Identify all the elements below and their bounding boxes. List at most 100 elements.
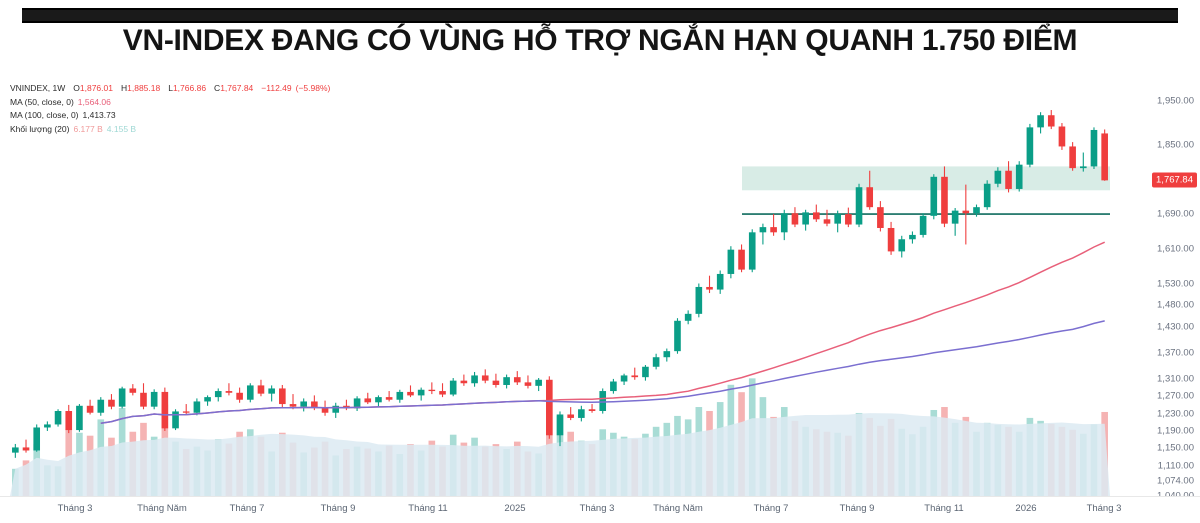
candle-body	[706, 286, 713, 290]
candlestick	[364, 392, 372, 405]
price-tick: 1,150.00	[1157, 442, 1194, 454]
price-tick: 1,610.00	[1157, 243, 1194, 255]
time-tick: Tháng 9	[320, 503, 356, 514]
price-tick: 1,430.00	[1157, 321, 1194, 333]
candle-body	[631, 375, 639, 378]
current-price-badge[interactable]: 1,767.84	[1152, 172, 1197, 188]
candle-body	[279, 388, 286, 405]
candlestick	[855, 183, 863, 228]
legend-symbol: VNINDEX, 1W	[10, 83, 66, 93]
candle-body	[962, 210, 970, 214]
candle-body	[129, 388, 137, 393]
candle-body	[407, 391, 414, 396]
candle-body	[1090, 129, 1098, 167]
legend-close-value: 1,767.84	[220, 83, 254, 93]
candle-body	[385, 397, 393, 400]
candle-body	[951, 210, 959, 224]
price-tick: 1,190.00	[1157, 425, 1194, 437]
time-axis[interactable]: Tháng 3 Tháng Năm Tháng 7 Tháng 9 Tháng 11 20…	[0, 496, 1200, 523]
candle-body	[481, 375, 489, 381]
candle-body	[65, 411, 73, 431]
candle-body	[780, 213, 788, 233]
candle-body	[674, 320, 681, 352]
candlestick	[962, 184, 970, 245]
candle-body	[204, 397, 211, 402]
candlestick	[1079, 152, 1087, 172]
candle-body	[642, 366, 649, 378]
candle-body	[524, 382, 532, 386]
candle-body	[663, 351, 671, 358]
legend-row-ma100[interactable]: MA (100, close, 0) 1,413.73	[10, 109, 330, 123]
ma100-line	[100, 320, 1105, 424]
legend-change-pct: (−5.98%)	[295, 83, 331, 93]
time-tick: Tháng 7	[753, 503, 789, 514]
candle-body	[150, 391, 158, 407]
candle-body	[12, 447, 19, 453]
candlestick	[866, 170, 874, 210]
candle-body	[471, 375, 478, 384]
candle-body	[813, 212, 820, 220]
candlestick	[236, 387, 243, 403]
candlestick	[1037, 112, 1044, 134]
candle-body	[54, 411, 62, 425]
legend-row-ohlc[interactable]: VNINDEX, 1W O1,876.01 H1,885.18 L1,766.86 C1…	[10, 82, 330, 96]
candlestick	[193, 398, 201, 416]
candlestick	[941, 166, 948, 228]
candlestick	[738, 244, 745, 273]
candle-body	[375, 397, 382, 403]
candlestick	[802, 209, 809, 231]
candlestick	[97, 397, 105, 416]
candlestick	[204, 395, 211, 406]
time-tick: Tháng 3	[57, 503, 93, 514]
candlestick	[492, 373, 500, 388]
candlestick	[898, 235, 906, 258]
legend-high-label: H	[120, 83, 128, 93]
legend-row-ma50[interactable]: MA (50, close, 0) 1,564.06	[10, 96, 330, 110]
candle-body	[770, 227, 777, 233]
time-tick: Tháng 11	[408, 503, 448, 514]
candlestick	[1047, 110, 1055, 130]
title-divider-bar	[22, 8, 1178, 23]
legend-row-volume[interactable]: Khối lượng (20) 6.177 B 4.155 B	[10, 123, 330, 137]
candlestick	[1058, 123, 1066, 150]
candle-body	[909, 234, 916, 240]
price-tick: 1,074.00	[1157, 475, 1194, 487]
time-tick: Tháng Năm	[137, 503, 187, 514]
legend-volume-label: Khối lượng (20)	[10, 123, 70, 134]
candle-body	[546, 379, 553, 436]
candlestick	[567, 407, 574, 421]
candlestick	[407, 385, 414, 398]
candlestick	[556, 411, 564, 447]
candle-body	[140, 392, 147, 407]
candlestick	[65, 404, 73, 434]
candlestick	[909, 231, 916, 244]
candle-body	[396, 391, 404, 400]
candlestick	[1026, 123, 1034, 168]
candlestick-chart[interactable]	[0, 78, 1128, 496]
volume-ma-area	[10, 413, 1110, 496]
time-tick: 2025	[504, 503, 526, 514]
candle-body	[834, 214, 841, 224]
support-zone-rect[interactable]	[742, 166, 1110, 191]
candle-body	[620, 375, 628, 382]
candlestick	[172, 409, 179, 431]
candle-body	[161, 391, 169, 429]
candle-body	[748, 232, 756, 270]
price-tick: 1,530.00	[1157, 278, 1194, 289]
chart-canvas	[10, 110, 1110, 496]
candle-body	[193, 401, 201, 413]
price-axis[interactable]: 1,950.00 1,850.00 1,690.00 1,610.00 1,530.00…	[1128, 78, 1200, 502]
candle-body	[76, 405, 83, 431]
candle-body	[823, 219, 831, 224]
candlestick	[663, 348, 671, 362]
time-tick: Tháng 3	[1086, 503, 1122, 514]
candlestick	[214, 388, 222, 402]
legend-high-value: 1,885.18	[127, 83, 161, 93]
time-tick: Tháng 11	[924, 503, 964, 514]
candlestick	[140, 383, 147, 410]
candlestick	[546, 376, 553, 439]
candlestick	[994, 167, 1002, 188]
candle-body	[599, 391, 607, 411]
time-tick: 2026	[1015, 503, 1037, 514]
candle-body	[983, 183, 991, 208]
